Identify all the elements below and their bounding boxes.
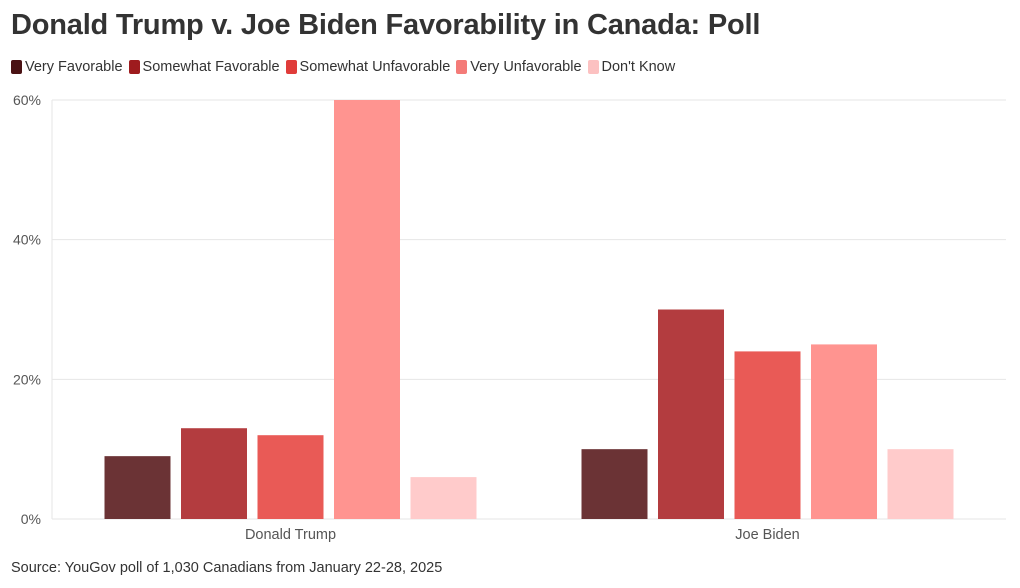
bar <box>811 344 877 519</box>
legend-label: Somewhat Favorable <box>142 59 280 75</box>
bar-chart: 0% 20% 40% 60% Donald Trump Joe Biden <box>13 92 1006 543</box>
legend-item: Don't Know <box>587 59 676 75</box>
bar <box>104 456 171 519</box>
chart-legend: Very Favorable Somewhat Favorable Somewhat… <box>11 59 681 75</box>
legend-label: Very Favorable <box>25 59 123 75</box>
x-tick-label: Joe Biden <box>735 527 800 543</box>
legend-item: Somewhat Unfavorable <box>285 59 451 75</box>
bar <box>734 351 801 519</box>
legend-swatch <box>128 60 140 74</box>
legend-label: Don't Know <box>601 59 676 75</box>
legend-label: Very Unfavorable <box>470 59 582 75</box>
bar <box>658 309 724 519</box>
legend-swatch <box>11 60 22 74</box>
legend-swatch <box>587 60 599 74</box>
source-note: Source: YouGov poll of 1,030 Canadians f… <box>11 560 443 576</box>
y-tick-label: 40% <box>13 232 41 248</box>
y-tick-label: 20% <box>13 371 41 387</box>
legend-item: Very Favorable <box>11 59 123 75</box>
y-tick-label: 0% <box>21 511 41 527</box>
legend-item: Somewhat Favorable <box>128 59 280 75</box>
bar <box>581 449 648 519</box>
bar <box>257 435 324 519</box>
legend-swatch <box>456 60 468 74</box>
x-tick-label: Donald Trump <box>245 527 336 543</box>
y-tick-label: 60% <box>13 92 41 108</box>
bar <box>887 449 954 519</box>
legend-label: Somewhat Unfavorable <box>299 59 451 75</box>
legend-item: Very Unfavorable <box>456 59 582 75</box>
bar <box>410 477 477 519</box>
chart-title: Donald Trump v. Joe Biden Favorability i… <box>11 9 761 41</box>
legend-swatch <box>285 60 297 74</box>
bar <box>181 428 247 519</box>
bar <box>334 100 400 519</box>
